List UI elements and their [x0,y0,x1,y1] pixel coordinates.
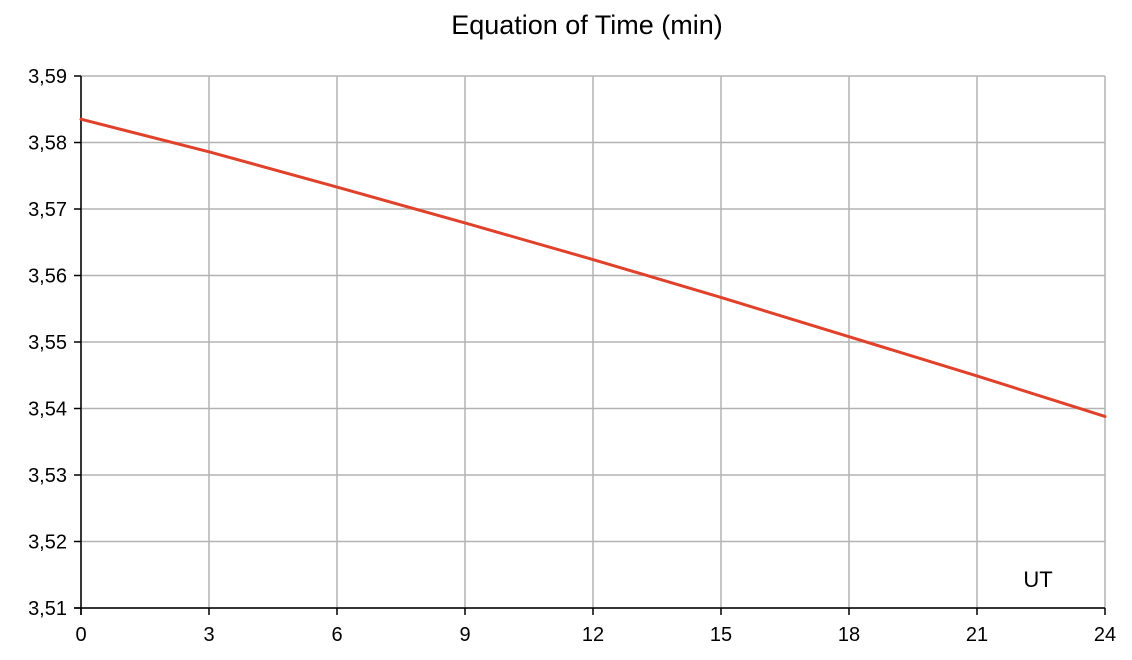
x-tick-label: 3 [203,624,214,646]
chart-title: Equation of Time (min) [451,10,723,40]
y-tick-label: 3,51 [28,598,67,620]
series-layer [79,117,1107,418]
y-tick-label: 3,59 [28,66,67,88]
grid [80,75,1106,609]
y-tick-label: 3,52 [28,532,67,554]
axes [74,75,1106,615]
y-tick-label: 3,57 [28,199,67,221]
tick-labels: 0 3 6 9 12 15 18 21 24 3,51 3,52 3,53 3,54 3,55 3,56 3,… [28,66,1116,646]
x-tick-label: 0 [75,624,86,646]
x-tick-label: 12 [582,624,604,646]
x-axis-label: UT [1023,567,1052,592]
x-tick-label: 9 [459,624,470,646]
x-tick-label: 18 [838,624,860,646]
x-tick-label: 21 [966,624,988,646]
y-tick-label: 3,56 [28,266,67,288]
y-tick-label: 3,55 [28,332,67,354]
y-tick-label: 3,53 [28,465,67,487]
series-line [79,117,1107,418]
y-tick-label: 3,58 [28,133,67,155]
y-tick-label: 3,54 [28,399,67,421]
x-tick-label: 24 [1094,624,1116,646]
x-tick-label: 15 [710,624,732,646]
x-tick-label: 6 [331,624,342,646]
